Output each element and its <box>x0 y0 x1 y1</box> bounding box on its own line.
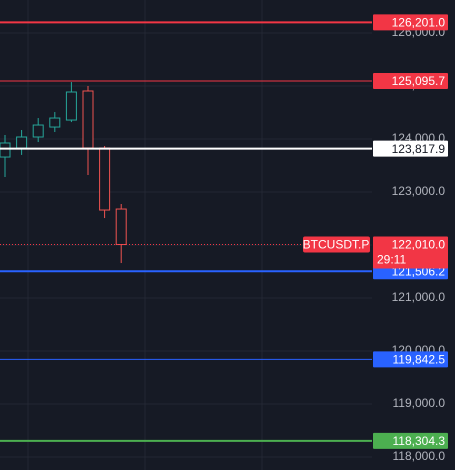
level-label: 119,842.5 <box>393 353 446 367</box>
candle-body <box>99 147 111 211</box>
y-tick-label: 118,000.0 <box>393 449 446 463</box>
candle-body <box>49 117 61 128</box>
level-label: 123,817.9 <box>392 142 446 156</box>
level-label-box <box>373 140 448 157</box>
candle-body <box>115 208 127 245</box>
level-label: 118,304.3 <box>393 434 446 448</box>
level-label: 125,095.7 <box>392 74 446 88</box>
level-label-box <box>373 72 448 89</box>
symbol-box <box>303 236 370 253</box>
level-label-box <box>373 351 448 368</box>
y-tick-label: 119,000.0 <box>393 396 446 410</box>
level-label-box <box>373 432 448 449</box>
y-tick-label: 121,000.0 <box>392 290 446 304</box>
level-label: 126,201.0 <box>392 16 446 30</box>
candle-body <box>65 91 77 121</box>
countdown-label: 29:11 <box>377 253 406 267</box>
vertical-grid <box>27 0 263 470</box>
last-price-box <box>373 236 448 269</box>
y-tick-label: 123,000.0 <box>392 184 446 198</box>
candle-body <box>32 124 44 138</box>
symbol-label: BTCUSDT.P <box>303 238 370 252</box>
level-label-box <box>373 14 448 31</box>
candle-body <box>16 136 28 149</box>
last-price-label: 122,010.0 <box>392 238 446 252</box>
candle-body <box>0 142 11 158</box>
candle-body <box>82 90 94 149</box>
